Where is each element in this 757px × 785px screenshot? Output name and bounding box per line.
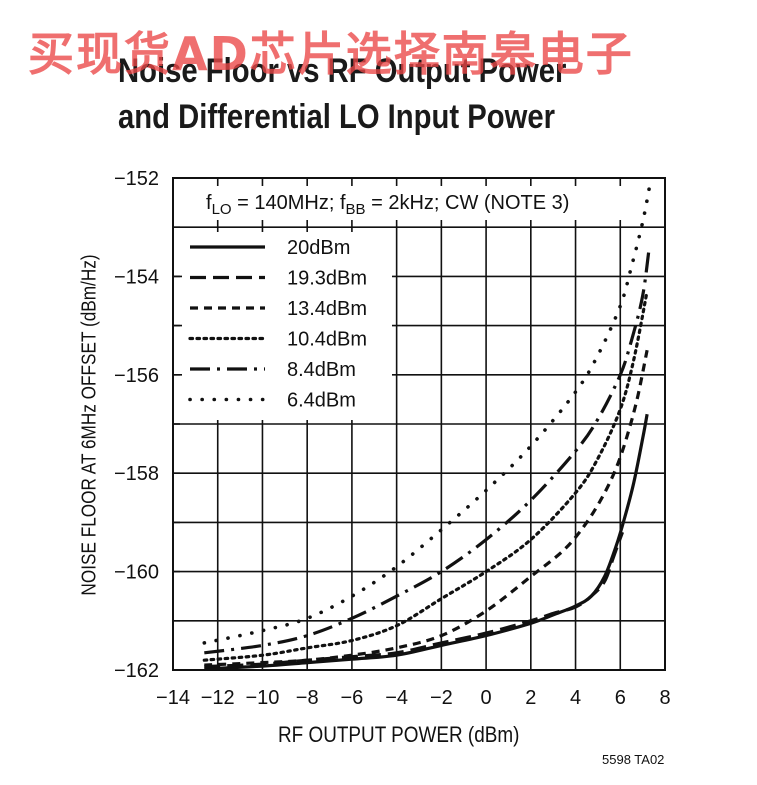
y-tick-label: −154: [114, 266, 159, 288]
x-tick-label: −8: [296, 687, 319, 709]
x-tick-label: 4: [570, 687, 581, 709]
x-tick-label: −4: [385, 687, 408, 709]
legend-label: 10.4dBm: [287, 329, 367, 351]
series-line-13-4dbm: [204, 349, 649, 667]
x-tick-label: −14: [156, 687, 190, 709]
y-tick-label: −158: [114, 463, 159, 485]
chart-title-line-2: and Differential LO Input Power: [118, 98, 556, 136]
watermark-text: 买现货AD芯片选择南皋电子: [28, 27, 634, 81]
y-tick-label: −156: [114, 365, 159, 387]
legend-label: 19.3dBm: [287, 268, 367, 290]
chart-title-line-1: Noise Floor vs RF Output Power: [118, 52, 567, 90]
y-tick-label: −152: [114, 168, 159, 190]
chart-series-group: [202, 186, 652, 671]
y-tick-label: −162: [114, 660, 159, 682]
y-tick-label: −160: [114, 562, 159, 584]
x-axis-label: RF OUTPUT POWER (dBm): [278, 722, 520, 747]
note-subscript: LO: [212, 201, 232, 218]
note-background: [200, 186, 632, 220]
x-tick-label: −10: [245, 687, 279, 709]
series-line-20dbm: [204, 413, 649, 671]
note-subscript: BB: [346, 201, 366, 218]
series-line-8-4dbm: [204, 246, 651, 655]
condition-note: fLO = 140MHz; fBB = 2kHz; CW (NOTE 3): [200, 186, 632, 220]
axis-ticks: −14 −12 −10 −8 −6 −4 −2 0 2 4 6 8 −152 −154 −156 −158 −1…: [114, 168, 671, 709]
y-axis-label: NOISE FLOOR AT 6MHz OFFSET (dBm/Hz): [78, 254, 101, 596]
part-number: 5598 TA02: [602, 752, 665, 767]
x-tick-label: 0: [481, 687, 492, 709]
x-tick-label: 8: [659, 687, 670, 709]
x-tick-label: 2: [525, 687, 536, 709]
x-tick-label: −12: [201, 687, 235, 709]
condition-note-text: fLO = 140MHz; fBB = 2kHz; CW (NOTE 3): [206, 192, 569, 218]
note-segment: f: [206, 192, 212, 214]
note-segment: = 140MHz; f: [232, 192, 346, 214]
note-segment: = 2kHz; CW (NOTE 3): [366, 192, 570, 214]
legend-label: 8.4dBm: [287, 359, 356, 381]
x-tick-label: −2: [430, 687, 453, 709]
legend-label: 20dBm: [287, 237, 350, 259]
x-tick-label: −6: [341, 687, 364, 709]
legend-label: 6.4dBm: [287, 390, 356, 412]
series-line-19-3dbm: [204, 531, 625, 669]
series-line-10-4dbm: [202, 289, 649, 662]
chart-title: Noise Floor vs RF Output Power and Diffe…: [118, 48, 574, 140]
legend-label: 13.4dBm: [287, 298, 367, 320]
chart-legend: 20dBm 19.3dBm 13.4dBm 10.4dBm 8.4dBm 6.4dBm: [182, 232, 392, 420]
series-line-6-4dbm: [202, 186, 652, 645]
legend-background: [182, 232, 392, 420]
x-tick-label: 6: [615, 687, 626, 709]
